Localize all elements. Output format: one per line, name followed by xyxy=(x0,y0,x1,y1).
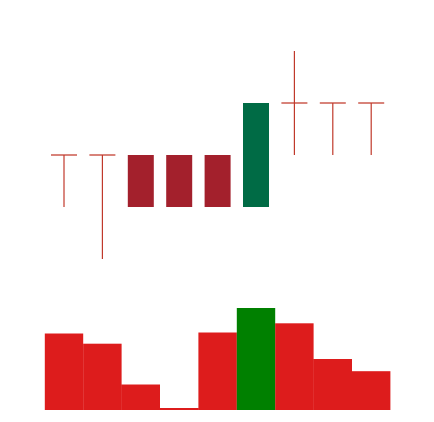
volume-bar xyxy=(275,323,314,410)
volume-bar xyxy=(236,308,276,410)
volume-panel xyxy=(44,308,391,410)
volume-bar xyxy=(121,384,160,410)
volume-bar xyxy=(352,371,391,410)
candle-body xyxy=(243,103,269,207)
volume-bar xyxy=(83,343,122,410)
volume-bar xyxy=(313,359,352,410)
volume-bar xyxy=(198,332,237,410)
volume-bar xyxy=(160,408,199,410)
candle-body xyxy=(204,155,231,207)
price-panel xyxy=(51,51,385,259)
candle-body xyxy=(166,155,193,207)
candle-body xyxy=(127,155,154,207)
volume-bar xyxy=(44,333,84,410)
